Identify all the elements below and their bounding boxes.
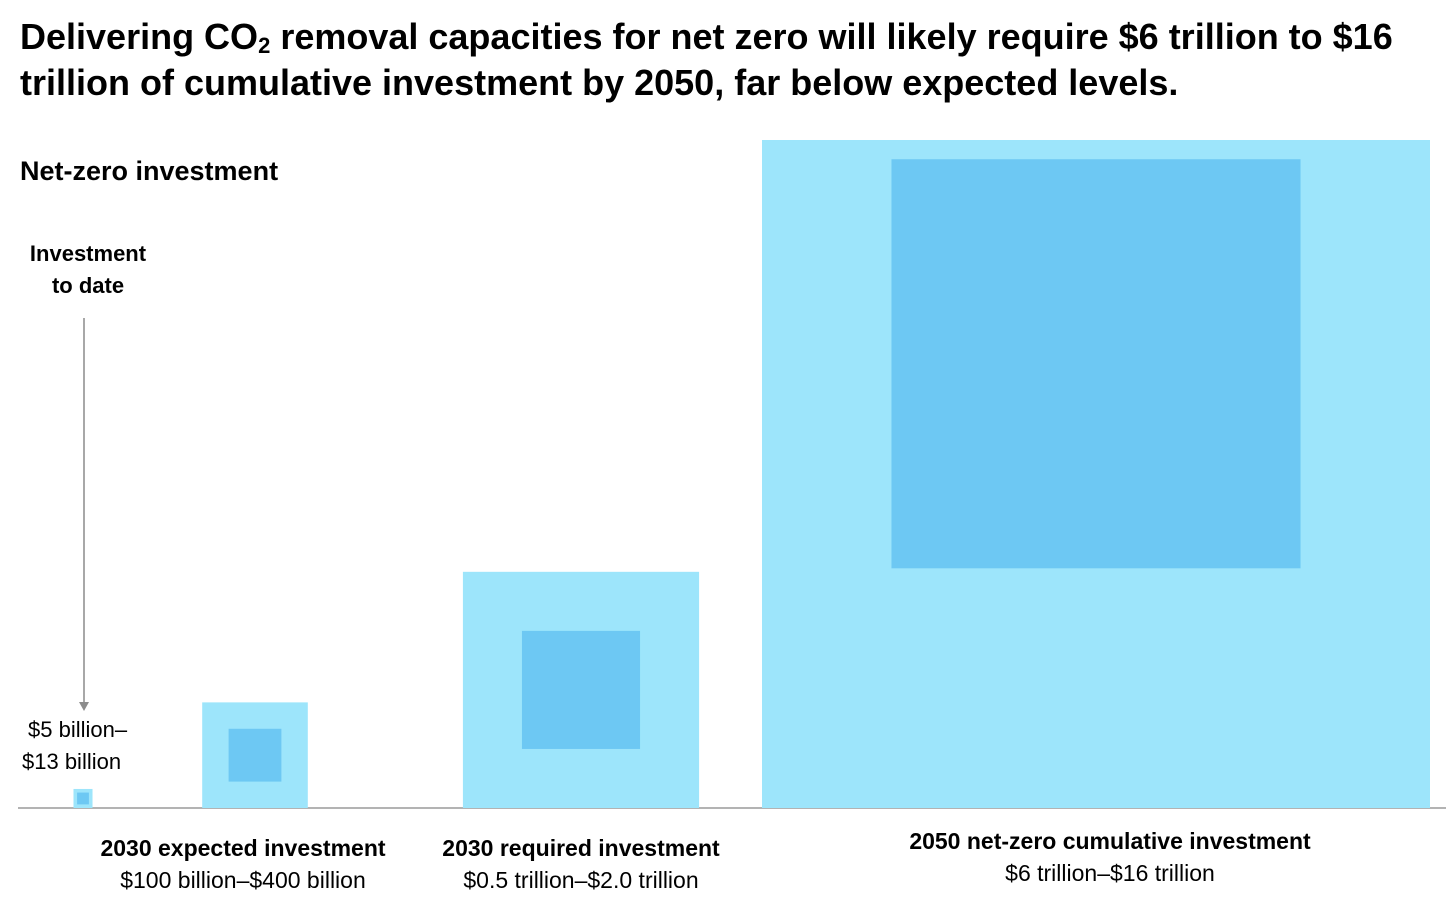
category-label-2030-required: 2030 required investment $0.5 trillion–$… [442,832,719,896]
investment-to-date-value-line2: $13 billion [22,749,122,774]
inner-square-1 [77,792,89,805]
category-name: 2030 expected investment [100,835,386,861]
category-range: $100 billion–$400 billion [120,867,366,893]
chart-subtitle: Net-zero investment [20,156,279,186]
investment-to-date-value-line1: $5 billion– [28,717,128,742]
investment-to-date-value: $5 billion– $13 billion [22,714,127,778]
chart-title: Delivering CO2 removal capacities for ne… [20,14,1420,106]
callout-arrow [79,318,89,711]
title-part2: removal capacities for net zero will lik… [20,16,1393,103]
investment-to-date-label-line1: Investment [29,241,147,266]
investment-to-date-label: Investment to date [0,238,176,302]
inner-square-2 [228,728,282,782]
inner-square-4 [891,159,1301,569]
category-label-2050-net-zero: 2050 net-zero cumulative investment $6 t… [909,825,1310,889]
title-part1: Delivering CO [20,16,259,57]
category-name: 2030 required investment [442,835,720,861]
investment-to-date-label-line2: to date [51,273,125,298]
category-range: $0.5 trillion–$2.0 trillion [463,867,699,893]
category-label-2030-expected: 2030 expected investment $100 billion–$4… [100,832,385,896]
category-name: 2050 net-zero cumulative investment [909,828,1311,854]
category-range: $6 trillion–$16 trillion [1005,860,1215,886]
title-subscript: 2 [258,33,271,58]
inner-square-3 [521,630,641,749]
